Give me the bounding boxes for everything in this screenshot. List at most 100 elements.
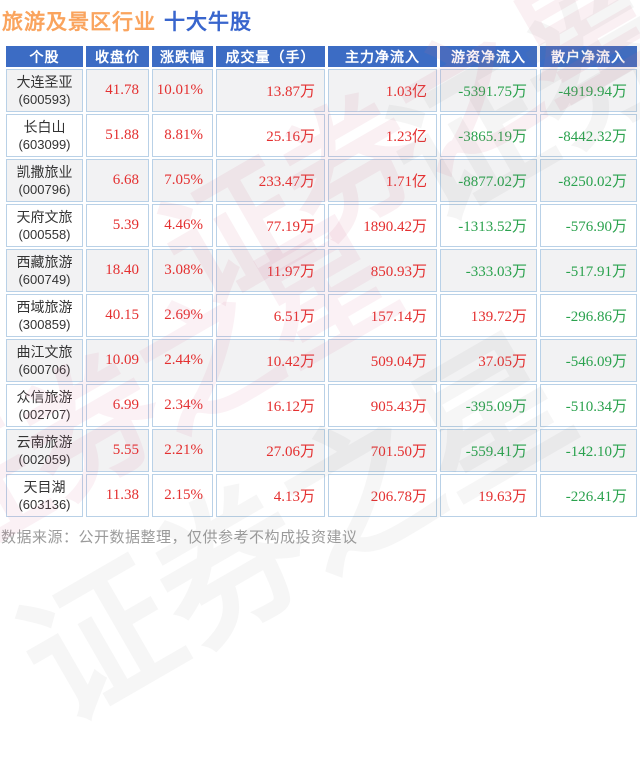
- page-title: 旅游及景区行业 十大牛股: [2, 6, 252, 36]
- stock-name: 天府文旅: [16, 208, 73, 225]
- main-inflow-cell: 1.71亿: [328, 159, 437, 202]
- close-price-cell: 6.68: [86, 159, 149, 202]
- stock-name: 众信旅游: [16, 388, 73, 405]
- change-percent-cell: 7.05%: [152, 159, 213, 202]
- table-row: 天府文旅 (000558) 5.39 4.46% 77.19万 1890.42万…: [6, 204, 637, 247]
- retail-inflow-cell: -4919.94万: [540, 69, 637, 112]
- col-header-retail-inflow: 散户净流入: [540, 46, 637, 67]
- retail-inflow-cell: -517.91万: [540, 249, 637, 292]
- table-row: 凯撒旅业 (000796) 6.68 7.05% 233.47万 1.71亿 -…: [6, 159, 637, 202]
- stock-cell: 云南旅游 (002059): [6, 429, 83, 472]
- main-inflow-cell: 1.23亿: [328, 114, 437, 157]
- main-inflow-cell: 509.04万: [328, 339, 437, 382]
- stock-code: (300859): [18, 316, 71, 332]
- retail-inflow-cell: -8442.32万: [540, 114, 637, 157]
- change-percent-cell: 10.01%: [152, 69, 213, 112]
- hot-money-inflow-cell: -1313.52万: [440, 204, 537, 247]
- stock-code: (000558): [18, 226, 71, 242]
- retail-inflow-cell: -142.10万: [540, 429, 637, 472]
- table-row: 曲江文旅 (600706) 10.09 2.44% 10.42万 509.04万…: [6, 339, 637, 382]
- hot-money-inflow-cell: 139.72万: [440, 294, 537, 337]
- hot-money-inflow-cell: -5391.75万: [440, 69, 537, 112]
- stock-code: (600593): [18, 91, 71, 107]
- hot-money-inflow-cell: 37.05万: [440, 339, 537, 382]
- hot-money-inflow-cell: -8877.02万: [440, 159, 537, 202]
- stock-cell: 凯撒旅业 (000796): [6, 159, 83, 202]
- retail-inflow-cell: -510.34万: [540, 384, 637, 427]
- stock-cell: 曲江文旅 (600706): [6, 339, 83, 382]
- change-percent-cell: 2.15%: [152, 474, 213, 517]
- data-source-note: 数据来源：公开数据整理，仅供参考不构成投资建议: [1, 529, 358, 546]
- stock-code: (600749): [18, 271, 71, 287]
- main-inflow-cell: 1890.42万: [328, 204, 437, 247]
- change-percent-cell: 4.46%: [152, 204, 213, 247]
- stock-name: 天目湖: [23, 478, 66, 495]
- main-inflow-cell: 1.03亿: [328, 69, 437, 112]
- change-percent-cell: 8.81%: [152, 114, 213, 157]
- volume-cell: 6.51万: [216, 294, 325, 337]
- change-percent-cell: 3.08%: [152, 249, 213, 292]
- stock-cell: 西域旅游 (300859): [6, 294, 83, 337]
- change-percent-cell: 2.34%: [152, 384, 213, 427]
- close-price-cell: 10.09: [86, 339, 149, 382]
- stock-name: 长白山: [23, 118, 66, 135]
- table-row: 天目湖 (603136) 11.38 2.15% 4.13万 206.78万 1…: [6, 474, 637, 517]
- table-header-row: 个股 收盘价 涨跌幅 成交量（手） 主力净流入 游资净流入 散户净流入: [6, 46, 637, 67]
- stock-cell: 长白山 (603099): [6, 114, 83, 157]
- close-price-cell: 5.55: [86, 429, 149, 472]
- main-inflow-cell: 206.78万: [328, 474, 437, 517]
- volume-cell: 4.13万: [216, 474, 325, 517]
- stock-cell: 西藏旅游 (600749): [6, 249, 83, 292]
- stock-name: 曲江文旅: [16, 343, 73, 360]
- title-suffix: 十大牛股: [164, 11, 252, 34]
- table-row: 大连圣亚 (600593) 41.78 10.01% 13.87万 1.03亿 …: [6, 69, 637, 112]
- retail-inflow-cell: -576.90万: [540, 204, 637, 247]
- main-inflow-cell: 157.14万: [328, 294, 437, 337]
- retail-inflow-cell: -8250.02万: [540, 159, 637, 202]
- stock-code: (002059): [18, 451, 71, 467]
- hot-money-inflow-cell: -559.41万: [440, 429, 537, 472]
- stock-cell: 天府文旅 (000558): [6, 204, 83, 247]
- stock-code: (603136): [18, 496, 71, 512]
- main-inflow-cell: 701.50万: [328, 429, 437, 472]
- table-row: 西藏旅游 (600749) 18.40 3.08% 11.97万 850.93万…: [6, 249, 637, 292]
- stock-code: (600706): [18, 361, 71, 377]
- volume-cell: 10.42万: [216, 339, 325, 382]
- retail-inflow-cell: -226.41万: [540, 474, 637, 517]
- stock-name: 云南旅游: [16, 433, 73, 450]
- volume-cell: 16.12万: [216, 384, 325, 427]
- hot-money-inflow-cell: -3865.19万: [440, 114, 537, 157]
- title-industry: 旅游及景区行业: [2, 11, 156, 34]
- volume-cell: 25.16万: [216, 114, 325, 157]
- retail-inflow-cell: -296.86万: [540, 294, 637, 337]
- hot-money-inflow-cell: -395.09万: [440, 384, 537, 427]
- col-header-change-percent: 涨跌幅: [152, 46, 213, 67]
- volume-cell: 77.19万: [216, 204, 325, 247]
- table-row: 众信旅游 (002707) 6.99 2.34% 16.12万 905.43万 …: [6, 384, 637, 427]
- main-inflow-cell: 850.93万: [328, 249, 437, 292]
- hot-money-inflow-cell: -333.03万: [440, 249, 537, 292]
- table-row: 西域旅游 (300859) 40.15 2.69% 6.51万 157.14万 …: [6, 294, 637, 337]
- col-header-stock: 个股: [6, 46, 83, 67]
- stock-code: (603099): [18, 136, 71, 152]
- table-row: 长白山 (603099) 51.88 8.81% 25.16万 1.23亿 -3…: [6, 114, 637, 157]
- hot-money-inflow-cell: 19.63万: [440, 474, 537, 517]
- volume-cell: 11.97万: [216, 249, 325, 292]
- stocks-table: 个股 收盘价 涨跌幅 成交量（手） 主力净流入 游资净流入 散户净流入 大连圣亚…: [3, 44, 640, 519]
- close-price-cell: 41.78: [86, 69, 149, 112]
- close-price-cell: 40.15: [86, 294, 149, 337]
- volume-cell: 13.87万: [216, 69, 325, 112]
- stock-name: 大连圣亚: [16, 73, 73, 90]
- close-price-cell: 11.38: [86, 474, 149, 517]
- stock-cell: 天目湖 (603136): [6, 474, 83, 517]
- stock-code: (002707): [18, 406, 71, 422]
- col-header-main-inflow: 主力净流入: [328, 46, 437, 67]
- change-percent-cell: 2.44%: [152, 339, 213, 382]
- col-header-hot-money: 游资净流入: [440, 46, 537, 67]
- close-price-cell: 6.99: [86, 384, 149, 427]
- stock-name: 西域旅游: [16, 298, 73, 315]
- change-percent-cell: 2.69%: [152, 294, 213, 337]
- col-header-volume: 成交量（手）: [216, 46, 325, 67]
- stock-cell: 众信旅游 (002707): [6, 384, 83, 427]
- volume-cell: 27.06万: [216, 429, 325, 472]
